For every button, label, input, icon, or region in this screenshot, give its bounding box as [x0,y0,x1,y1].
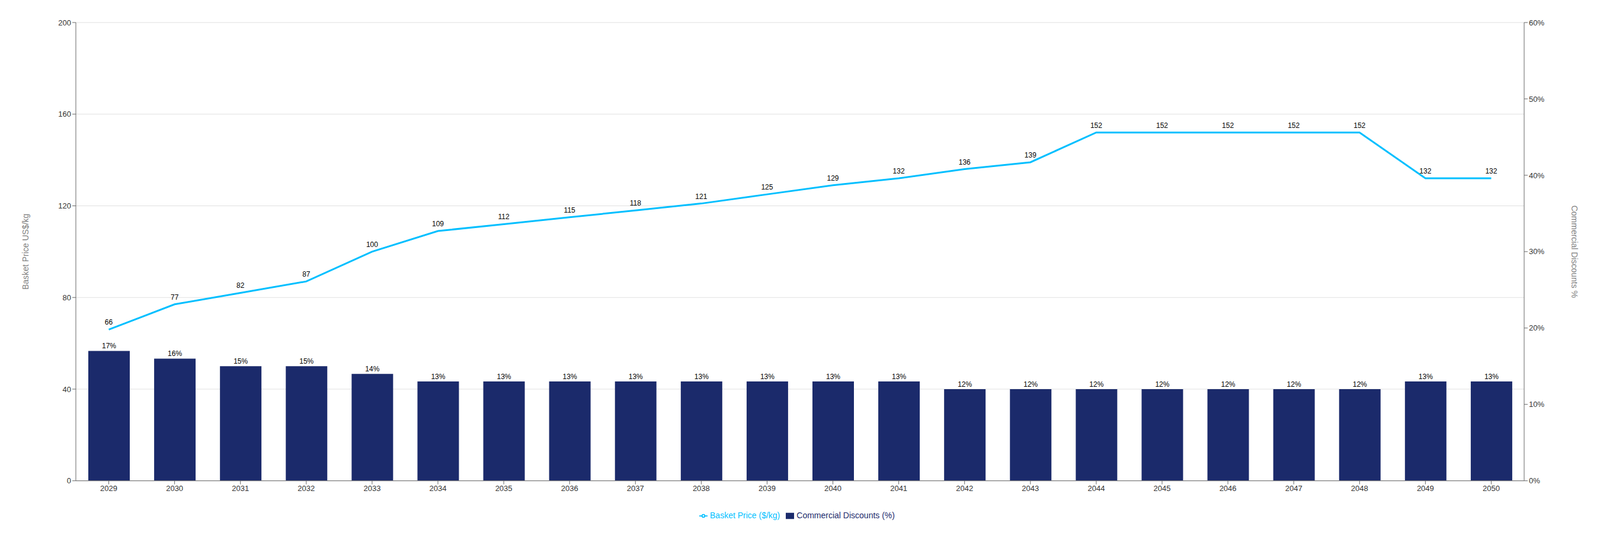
svg-text:12%: 12% [1352,380,1368,389]
svg-text:132: 132 [1485,167,1497,176]
svg-text:2043: 2043 [1021,484,1039,494]
svg-text:13%: 13% [1484,372,1499,382]
svg-text:13%: 13% [826,372,841,382]
svg-text:120: 120 [58,201,72,211]
svg-text:14%: 14% [365,365,380,374]
svg-text:139: 139 [1024,151,1037,160]
svg-text:16%: 16% [167,349,182,358]
svg-text:12%: 12% [957,380,972,389]
svg-text:60%: 60% [1528,18,1545,28]
svg-text:2050: 2050 [1482,484,1500,494]
svg-text:0%: 0% [1528,476,1541,486]
svg-text:2034: 2034 [429,484,447,494]
svg-text:152: 152 [1287,121,1300,130]
svg-text:152: 152 [1353,121,1366,130]
svg-text:0: 0 [66,476,72,486]
svg-text:121: 121 [695,192,707,201]
svg-text:2045: 2045 [1153,484,1171,494]
svg-text:13%: 13% [760,372,775,382]
svg-text:15%: 15% [299,357,314,366]
svg-text:125: 125 [760,183,773,192]
svg-text:136: 136 [958,158,971,167]
html-text:Basket Price ($/kg): Basket Price ($/kg) [709,510,781,521]
svg-text:13%: 13% [1418,372,1433,382]
svg-text:160: 160 [58,109,72,119]
svg-text:30%: 30% [1528,247,1545,256]
svg-text:2030: 2030 [165,484,184,494]
svg-text:66: 66 [104,318,114,327]
svg-text:12%: 12% [1154,380,1170,389]
svg-text:2036: 2036 [561,484,579,494]
svg-text:2049: 2049 [1416,484,1435,494]
svg-text:Commercial Discounts %: Commercial Discounts % [1569,205,1580,299]
svg-text:2038: 2038 [692,484,710,494]
svg-text:129: 129 [827,174,840,183]
svg-text:2035: 2035 [495,484,513,494]
svg-text:152: 152 [1090,121,1103,130]
svg-text:109: 109 [432,219,444,229]
svg-text:2041: 2041 [890,484,908,494]
svg-text:2047: 2047 [1285,484,1303,494]
svg-text:15%: 15% [233,357,248,366]
svg-text:2039: 2039 [758,484,776,494]
svg-text:12%: 12% [1023,380,1038,389]
svg-text:200: 200 [58,18,72,28]
svg-text:40: 40 [62,385,72,395]
svg-text:152: 152 [1221,121,1234,130]
svg-text:12%: 12% [1287,380,1302,389]
svg-text:10%: 10% [1528,400,1545,409]
svg-text:2032: 2032 [297,484,315,494]
svg-text:12%: 12% [1089,380,1104,389]
svg-text:13%: 13% [891,372,907,382]
svg-text:13%: 13% [562,372,578,382]
svg-text:115: 115 [564,206,576,215]
svg-text:13%: 13% [497,372,512,382]
html-text:Commercial Discounts (%): Commercial Discounts (%) [796,510,895,521]
svg-text:82: 82 [236,281,245,290]
svg-text:2044: 2044 [1087,484,1105,494]
svg-text:132: 132 [893,167,905,176]
svg-text:112: 112 [498,212,510,222]
svg-text:87: 87 [302,270,311,279]
svg-text:50%: 50% [1528,94,1545,104]
svg-text:2040: 2040 [824,484,842,494]
svg-text:20%: 20% [1528,323,1545,333]
svg-text:13%: 13% [628,372,643,382]
svg-text:17%: 17% [101,341,117,351]
svg-text:13%: 13% [694,372,709,382]
svg-text:13%: 13% [430,372,446,382]
svg-text:2037: 2037 [626,484,645,494]
svg-text:2042: 2042 [955,484,974,494]
svg-text:152: 152 [1156,121,1168,130]
svg-text:80: 80 [62,293,72,303]
svg-text:2046: 2046 [1219,484,1237,494]
svg-text:2029: 2029 [100,484,118,494]
svg-text:12%: 12% [1221,380,1236,389]
svg-text:77: 77 [170,293,179,302]
svg-text:118: 118 [629,199,642,208]
svg-text:100: 100 [366,240,379,249]
svg-text:2033: 2033 [363,484,381,494]
svg-text:2031: 2031 [231,484,249,494]
svg-text:2048: 2048 [1351,484,1369,494]
svg-text:40%: 40% [1528,171,1545,181]
svg-text:Basket Price US$/kg: Basket Price US$/kg [20,213,31,290]
svg-text:132: 132 [1419,167,1432,176]
